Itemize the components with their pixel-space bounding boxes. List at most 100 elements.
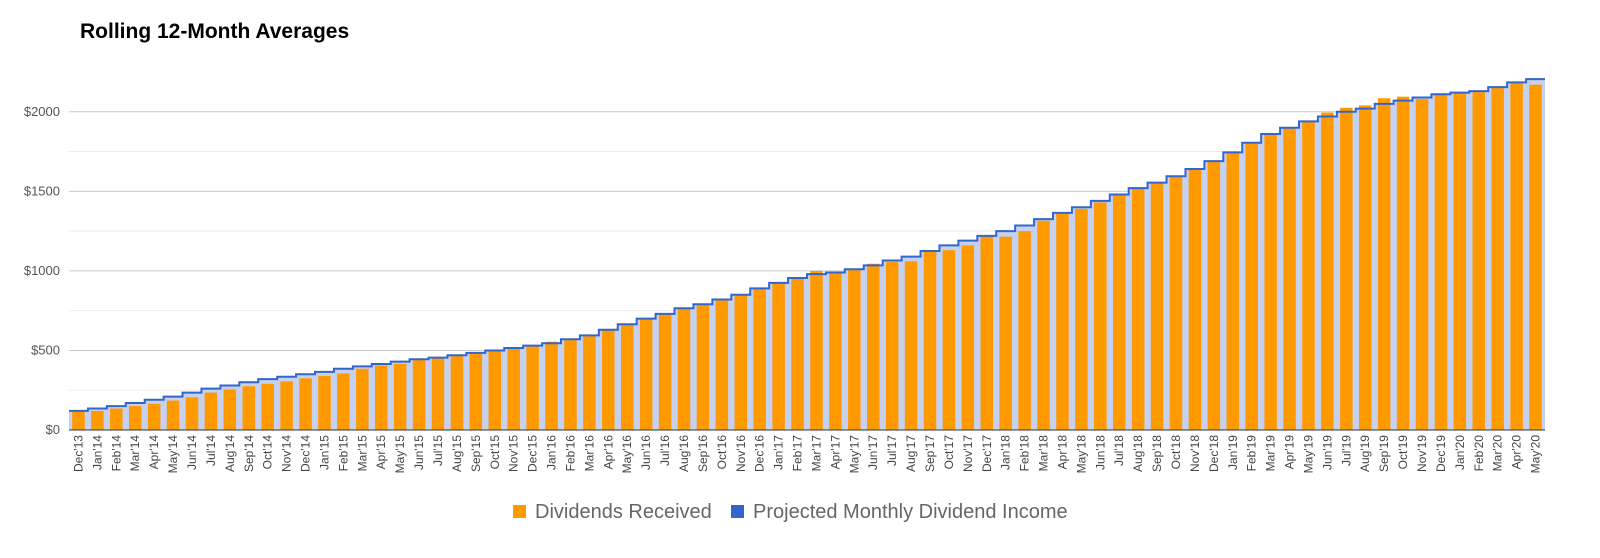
bar-Jun-15[interactable]	[412, 359, 426, 430]
bar-Jul-19[interactable]	[1340, 107, 1353, 431]
bar-Jan-15[interactable]	[318, 375, 331, 430]
x-tick-label: May'17	[847, 435, 861, 474]
x-tick-label: Feb'18	[1018, 435, 1032, 472]
x-tick-label: Aug'19	[1358, 435, 1372, 472]
bar-Apr-17[interactable]	[829, 273, 842, 430]
bar-Jan-20[interactable]	[1453, 91, 1467, 430]
bar-May-15[interactable]	[393, 363, 407, 430]
bar-Aug-16[interactable]	[677, 309, 691, 430]
x-tick-label: Apr'16	[601, 435, 615, 470]
bar-Mar-19[interactable]	[1264, 134, 1277, 430]
legend-label-projected[interactable]: Projected Monthly Dividend Income	[753, 501, 1068, 523]
bar-Mar-14[interactable]	[128, 406, 142, 430]
bar-Mar-18[interactable]	[1037, 220, 1050, 430]
x-tick-label: Mar'20	[1491, 435, 1505, 472]
bar-Apr-15[interactable]	[374, 365, 388, 430]
bar-Dec-16[interactable]	[753, 289, 766, 430]
bar-Nov-17[interactable]	[961, 245, 975, 430]
bar-Jan-18[interactable]	[999, 236, 1012, 430]
x-tick-label: Oct'17	[942, 435, 956, 470]
bar-Jan-16[interactable]	[545, 341, 558, 430]
bar-Aug-19[interactable]	[1358, 105, 1372, 430]
bar-Mar-17[interactable]	[810, 270, 823, 430]
bar-Dec-17[interactable]	[980, 235, 994, 430]
bar-Feb-19[interactable]	[1245, 143, 1258, 430]
bar-Dec-15[interactable]	[526, 345, 539, 430]
bar-May-18[interactable]	[1075, 208, 1088, 430]
bar-Apr-20[interactable]	[1510, 83, 1523, 430]
bar-Aug-17[interactable]	[904, 261, 918, 430]
bar-Sep-19[interactable]	[1377, 98, 1391, 431]
bar-Jul-14[interactable]	[204, 392, 218, 430]
bar-Jun-18[interactable]	[1094, 202, 1107, 430]
bar-Nov-16[interactable]	[734, 295, 748, 430]
bar-Aug-15[interactable]	[450, 356, 464, 430]
x-tick-label: Jun'15	[412, 435, 426, 470]
bar-Jan-17[interactable]	[772, 282, 785, 430]
bar-Jun-16[interactable]	[639, 319, 653, 430]
legend: Dividends Received Projected Monthly Div…	[513, 501, 1068, 523]
bar-Oct-17[interactable]	[942, 250, 956, 430]
x-tick-label: Sep'19	[1377, 435, 1391, 472]
bar-Feb-20[interactable]	[1472, 91, 1486, 430]
x-tick-label: Aug'18	[1131, 435, 1145, 472]
x-tick-label: Nov'15	[507, 435, 521, 472]
legend-label-dividends[interactable]: Dividends Received	[535, 501, 712, 523]
bar-Feb-14[interactable]	[110, 408, 123, 430]
x-tick-label: Jan'16	[545, 435, 559, 470]
legend-swatch-dividends[interactable]	[513, 505, 526, 518]
bar-Dec-13[interactable]	[72, 411, 85, 430]
bar-May-16[interactable]	[620, 324, 634, 430]
bar-Dec-18[interactable]	[1207, 161, 1221, 430]
bar-Oct-14[interactable]	[261, 383, 274, 430]
bar-Sep-15[interactable]	[469, 352, 483, 430]
bar-Oct-16[interactable]	[715, 299, 729, 430]
bar-Sep-17[interactable]	[923, 251, 937, 430]
bar-Sep-16[interactable]	[696, 304, 710, 430]
bar-Jan-19[interactable]	[1226, 152, 1240, 430]
bar-Mar-15[interactable]	[356, 368, 369, 430]
bar-Jul-18[interactable]	[1112, 193, 1126, 430]
bar-May-14[interactable]	[166, 400, 180, 430]
bar-May-19[interactable]	[1302, 122, 1315, 431]
bar-Oct-19[interactable]	[1396, 96, 1410, 430]
bar-Feb-18[interactable]	[1018, 231, 1031, 430]
bar-Feb-15[interactable]	[337, 373, 350, 430]
bar-Aug-14[interactable]	[223, 389, 237, 430]
bar-Apr-18[interactable]	[1056, 213, 1069, 430]
bar-Nov-15[interactable]	[507, 348, 520, 430]
bar-Oct-18[interactable]	[1169, 177, 1183, 430]
bar-Jun-14[interactable]	[185, 397, 199, 430]
legend-swatch-projected[interactable]	[731, 505, 744, 518]
bar-May-17[interactable]	[848, 270, 861, 430]
bar-Nov-18[interactable]	[1188, 169, 1202, 430]
bar-Oct-15[interactable]	[488, 351, 502, 430]
bar-Mar-20[interactable]	[1491, 87, 1504, 431]
bar-Dec-19[interactable]	[1434, 93, 1448, 430]
bar-Jul-15[interactable]	[431, 358, 445, 430]
bar-Jun-17[interactable]	[866, 263, 880, 430]
bar-Feb-16[interactable]	[564, 340, 577, 430]
bar-May-20[interactable]	[1529, 84, 1542, 431]
bar-Sep-18[interactable]	[1150, 183, 1164, 430]
x-tick-label: Sep'17	[923, 435, 937, 472]
bar-Mar-16[interactable]	[583, 334, 596, 430]
bar-Aug-18[interactable]	[1131, 188, 1145, 430]
y-tick-label: $500	[31, 342, 60, 357]
bar-Jun-19[interactable]	[1321, 112, 1334, 430]
bar-Apr-16[interactable]	[602, 329, 615, 430]
bar-Jul-16[interactable]	[658, 313, 672, 430]
bar-Dec-14[interactable]	[299, 378, 312, 430]
bar-Feb-17[interactable]	[791, 278, 804, 430]
bar-Sep-14[interactable]	[242, 386, 256, 430]
bar-Apr-14[interactable]	[147, 403, 161, 430]
bar-Nov-19[interactable]	[1415, 99, 1429, 430]
bar-Nov-14[interactable]	[280, 381, 293, 430]
x-tick-label: Apr'18	[1055, 435, 1069, 470]
bar-Apr-19[interactable]	[1283, 127, 1296, 430]
x-tick-label: Nov'19	[1415, 435, 1429, 472]
y-axis: $0 $500 $1000 $1500 $2000	[24, 104, 60, 437]
x-tick-label: Jul'19	[1339, 435, 1353, 466]
bar-Jan-14[interactable]	[91, 410, 104, 430]
bar-Jul-17[interactable]	[885, 262, 899, 430]
